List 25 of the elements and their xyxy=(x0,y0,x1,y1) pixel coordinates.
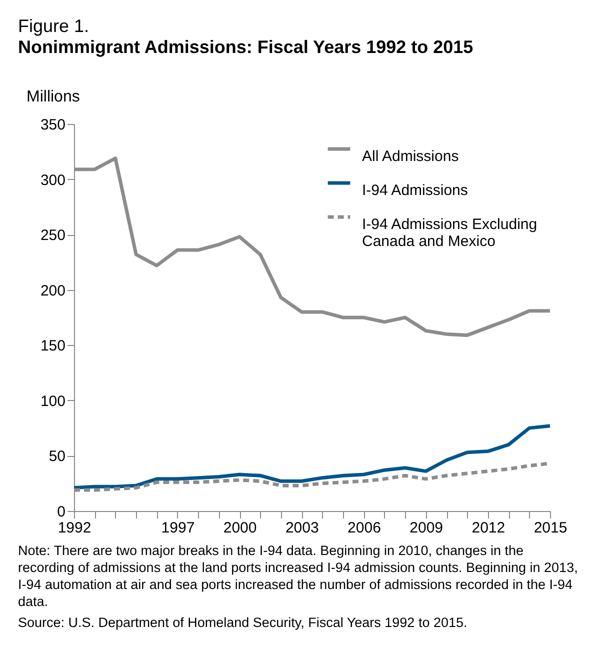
x-tick-label: 2003 xyxy=(285,520,319,536)
y-tick-label: 350 xyxy=(40,116,66,134)
x-tick-label: 2009 xyxy=(410,520,444,536)
y-axis-title: Millions xyxy=(26,88,80,106)
x-tick-label: 1992 xyxy=(58,520,92,536)
y-tick-label: 0 xyxy=(57,504,66,520)
y-tick-label: 150 xyxy=(40,338,66,355)
y-tick-label: 300 xyxy=(40,172,66,189)
y-tick-label: 100 xyxy=(40,392,66,410)
x-tick-label: 2006 xyxy=(348,520,381,536)
legend-label: All Admissions xyxy=(362,148,459,165)
x-tick-label: 1997 xyxy=(161,520,195,536)
x-tick-label: 2000 xyxy=(223,520,257,536)
x-tick-label: 2015 xyxy=(534,520,568,536)
legend-label: I-94 Admissions xyxy=(362,182,468,199)
chart-title: Figure 1. xyxy=(18,16,90,37)
text: Note: There are two major breaks in the I-94 data. Beginning in 2010, changes in the recording of admissions at the land ports increased I-94 admission counts. Beginning in 2013, I-94 automation at air and sea ports increased the number of admissions recorded in the I-94 data. xyxy=(18,542,578,610)
x-tick-label: 2012 xyxy=(472,520,506,536)
y-tick-label: 50 xyxy=(48,448,66,466)
y-tick-label: 250 xyxy=(40,227,66,244)
y-tick-label: 200 xyxy=(40,282,66,300)
line-series xyxy=(72,424,552,490)
source-note: Source: U.S. Department of Homeland Security, Fiscal Years 1992 to 2015. xyxy=(18,614,468,631)
legend-label: I-94 Admissions Excluding Canada and Mexico xyxy=(362,216,538,250)
chart-subtitle: Nonimmigrant Admissions: Fiscal Years 1992 to 2015 xyxy=(18,37,474,58)
